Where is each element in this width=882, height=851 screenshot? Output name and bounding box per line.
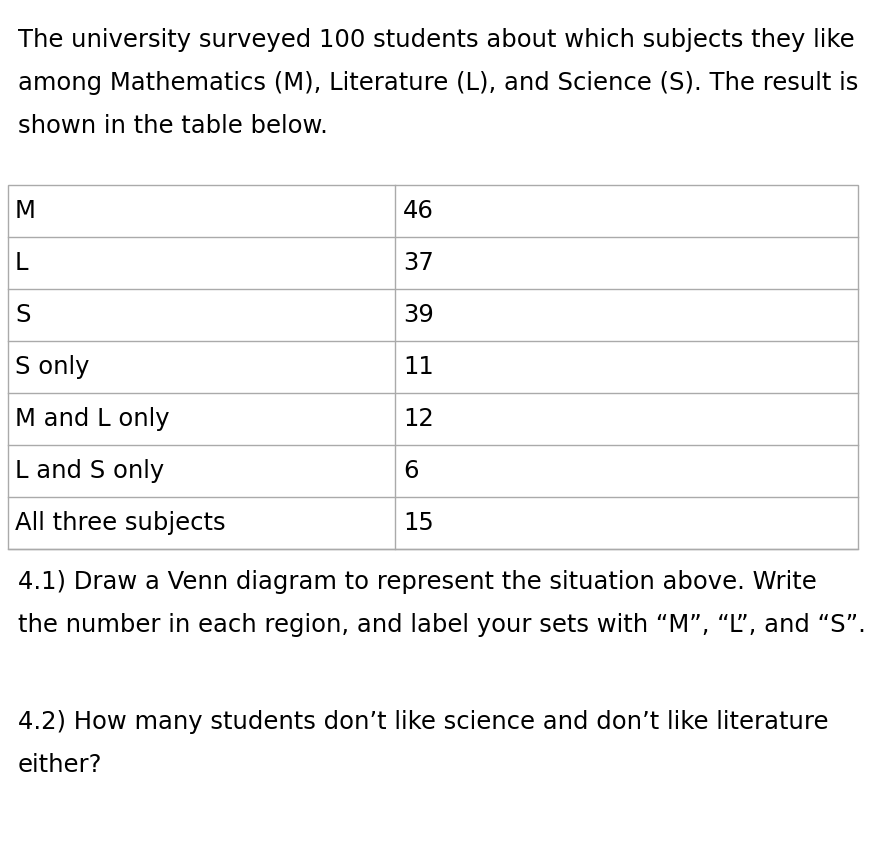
Text: among Mathematics (M), Literature (L), and Science (S). The result is: among Mathematics (M), Literature (L), a… (18, 71, 858, 95)
Text: 39: 39 (403, 303, 434, 327)
Text: 12: 12 (403, 407, 434, 431)
Text: 46: 46 (403, 199, 434, 223)
Text: the number in each region, and label your sets with “M”, “L”, and “S”.: the number in each region, and label you… (18, 613, 866, 637)
Text: All three subjects: All three subjects (15, 511, 226, 535)
Text: 11: 11 (403, 355, 434, 379)
Text: M: M (15, 199, 36, 223)
Text: L and S only: L and S only (15, 459, 164, 483)
Text: M and L only: M and L only (15, 407, 169, 431)
Text: S: S (15, 303, 31, 327)
Text: S only: S only (15, 355, 89, 379)
Text: 37: 37 (403, 251, 434, 275)
Text: L: L (15, 251, 28, 275)
Bar (8, 185, 858, 549)
Text: either?: either? (18, 753, 102, 777)
Text: The university surveyed 100 students about which subjects they like: The university surveyed 100 students abo… (18, 28, 855, 52)
Text: shown in the table below.: shown in the table below. (18, 114, 328, 138)
Text: 6: 6 (403, 459, 418, 483)
Text: 15: 15 (403, 511, 434, 535)
Text: 4.1) Draw a Venn diagram to represent the situation above. Write: 4.1) Draw a Venn diagram to represent th… (18, 570, 817, 594)
Text: 4.2) How many students don’t like science and don’t like literature: 4.2) How many students don’t like scienc… (18, 710, 828, 734)
